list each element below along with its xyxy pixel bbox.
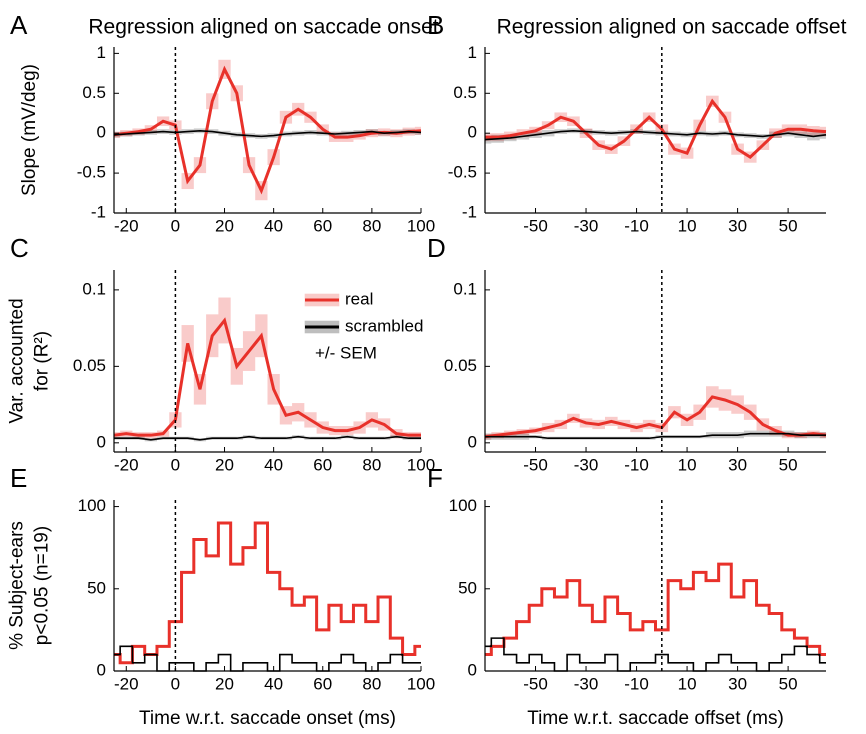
y-tick-label: 0 xyxy=(97,660,106,679)
y-tick-label: 0.5 xyxy=(82,83,106,102)
x-tick-label: -30 xyxy=(574,674,599,693)
panel: C Var. accounted for (R²) 0 0.05 0.1 -20 0 20 40 6… xyxy=(7,233,436,475)
data-line xyxy=(485,562,826,657)
x-tick-label: 80 xyxy=(362,674,381,693)
data-line xyxy=(114,645,421,672)
panel-letter: A xyxy=(10,10,28,40)
y-tick-label: -1 xyxy=(91,202,106,221)
x-tick-label: -30 xyxy=(574,455,599,474)
y-tick-label: -0.5 xyxy=(77,163,106,182)
data-line xyxy=(484,395,827,439)
data-line xyxy=(485,432,826,440)
y-tick-label: 0 xyxy=(468,123,477,142)
data-line xyxy=(485,637,826,672)
x-axis-label: Time w.r.t. saccade onset (ms) xyxy=(139,708,396,729)
panel-title: Regression aligned on saccade onset xyxy=(88,16,438,39)
x-tick-label: 30 xyxy=(728,455,747,474)
x-tick-label: -10 xyxy=(624,455,649,474)
x-tick-label: -10 xyxy=(624,216,649,235)
panel-letter: F xyxy=(427,463,443,493)
x-tick-label: 80 xyxy=(362,455,381,474)
y-axis-label: % Subject-ears xyxy=(7,521,28,650)
x-tick-label: -20 xyxy=(114,455,139,474)
x-tick-label: -30 xyxy=(574,216,599,235)
y-tick-label: -0.5 xyxy=(448,163,477,182)
x-tick-label: 40 xyxy=(264,455,283,474)
x-tick-label: 10 xyxy=(678,674,697,693)
legend-label: real xyxy=(345,289,373,308)
x-tick-label: 100 xyxy=(407,216,435,235)
panel-letter: E xyxy=(10,463,27,493)
x-tick-label: 50 xyxy=(779,674,798,693)
y-tick-label: 0 xyxy=(468,432,477,451)
x-tick-label: 0 xyxy=(171,455,180,474)
data-line xyxy=(113,317,421,437)
y-tick-label: 0 xyxy=(468,660,477,679)
x-tick-label: 30 xyxy=(728,674,747,693)
x-tick-label: 20 xyxy=(215,216,234,235)
x-tick-label: 0 xyxy=(171,674,180,693)
x-tick-label: 10 xyxy=(678,455,697,474)
data-line xyxy=(113,129,422,138)
x-tick-label: 40 xyxy=(264,674,283,693)
data-line xyxy=(114,521,421,665)
y-tick-label: 1 xyxy=(468,43,477,62)
panel: B Regression aligned on saccade offset -1 -… xyxy=(427,10,847,236)
panel-letter: B xyxy=(427,10,444,40)
panel-letter: C xyxy=(10,233,29,263)
panel: D 0 0.05 0.1 -50 -30 -10 10 30 50 xyxy=(427,233,827,474)
panel: F Time w.r.t. saccade offset (ms) 0 50 100 -5… xyxy=(427,463,826,729)
y-tick-label: -1 xyxy=(462,202,477,221)
y-tick-label: 0.1 xyxy=(82,279,106,298)
y-axis-label: p<0.05 (n=19) xyxy=(32,526,53,645)
panel: E % Subject-ears p<0.05 (n=19) Time w.r.t. … xyxy=(7,463,436,729)
x-tick-label: -50 xyxy=(523,216,548,235)
x-axis-label: Time w.r.t. saccade offset (ms) xyxy=(527,708,784,729)
x-tick-label: 10 xyxy=(678,216,697,235)
x-tick-label: 50 xyxy=(779,216,798,235)
y-tick-label: 1 xyxy=(97,43,106,62)
y-tick-label: 50 xyxy=(458,578,477,597)
x-tick-label: 100 xyxy=(407,674,435,693)
y-axis-label: for (R²) xyxy=(32,331,53,391)
x-tick-label: 80 xyxy=(362,216,381,235)
x-tick-label: -50 xyxy=(523,674,548,693)
x-tick-label: 60 xyxy=(313,455,332,474)
y-tick-label: 100 xyxy=(449,496,477,515)
panel-title: Regression aligned on saccade offset xyxy=(497,16,847,39)
y-tick-label: 0 xyxy=(97,123,106,142)
x-tick-label: -20 xyxy=(114,674,139,693)
y-tick-label: 0.05 xyxy=(444,356,477,375)
x-tick-label: 60 xyxy=(313,216,332,235)
x-tick-label: 0 xyxy=(171,216,180,235)
legend-note: +/- SEM xyxy=(315,343,377,362)
x-tick-label: 40 xyxy=(264,216,283,235)
data-line xyxy=(485,98,827,160)
y-axis-label: Slope (mV/deg) xyxy=(19,64,40,196)
x-tick-label: -20 xyxy=(114,216,139,235)
x-tick-label: 60 xyxy=(313,674,332,693)
y-tick-label: 0.1 xyxy=(453,279,477,298)
data-line xyxy=(113,65,422,195)
x-tick-label: 100 xyxy=(407,455,435,474)
y-tick-label: 0.5 xyxy=(453,83,477,102)
y-tick-label: 0 xyxy=(97,432,106,451)
x-tick-label: 20 xyxy=(215,455,234,474)
y-tick-label: 50 xyxy=(87,578,106,597)
x-tick-label: 50 xyxy=(779,455,798,474)
y-tick-label: 100 xyxy=(78,496,106,515)
panel-letter: D xyxy=(427,233,446,263)
x-tick-label: -50 xyxy=(523,455,548,474)
panel: A Regression aligned on saccade onset Slop… xyxy=(10,10,439,236)
x-tick-label: 30 xyxy=(728,216,747,235)
y-axis-label: Var. accounted xyxy=(7,298,28,423)
data-line xyxy=(114,435,421,441)
legend-label: scrambled xyxy=(345,316,423,335)
x-tick-label: 20 xyxy=(215,674,234,693)
data-line xyxy=(484,129,827,141)
y-tick-label: 0.05 xyxy=(73,356,106,375)
x-tick-label: -10 xyxy=(624,674,649,693)
